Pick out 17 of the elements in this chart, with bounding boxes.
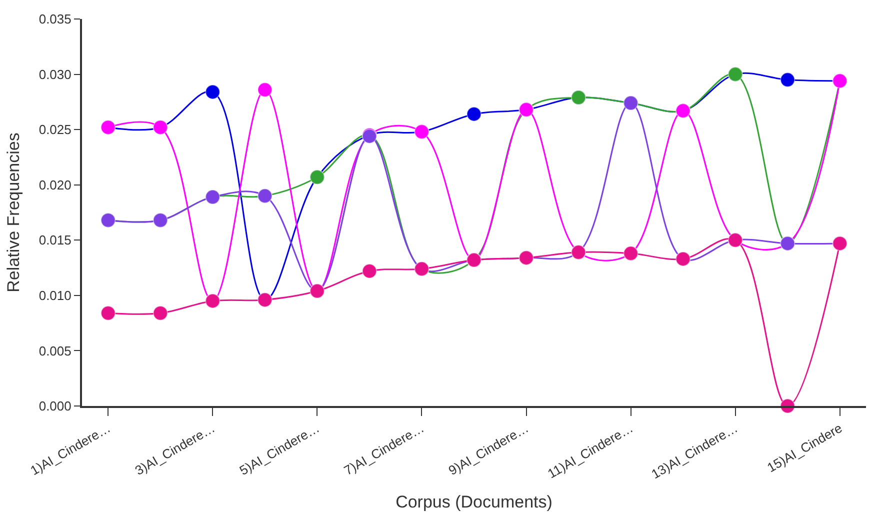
point — [466, 106, 482, 122]
point — [257, 82, 272, 98]
y-tick-label: 0.020 — [38, 177, 72, 192]
point — [780, 72, 796, 88]
y-tick-label: 0.010 — [38, 288, 72, 303]
point — [152, 306, 168, 321]
y-axis-title: Relative Frequencies — [4, 132, 23, 292]
y-tick-label: 0.000 — [38, 398, 72, 414]
x-axis-title: Corpus (Documents) — [396, 492, 552, 512]
y-tick-label: 0.030 — [38, 66, 72, 82]
point — [205, 84, 220, 100]
point — [362, 264, 377, 279]
y-tick-label: 0.025 — [38, 122, 72, 138]
point — [100, 306, 116, 321]
y-tick-label: 0.035 — [38, 12, 72, 27]
y-tick-label: 0.015 — [38, 232, 72, 248]
y-tick-label: 0.005 — [38, 343, 72, 358]
